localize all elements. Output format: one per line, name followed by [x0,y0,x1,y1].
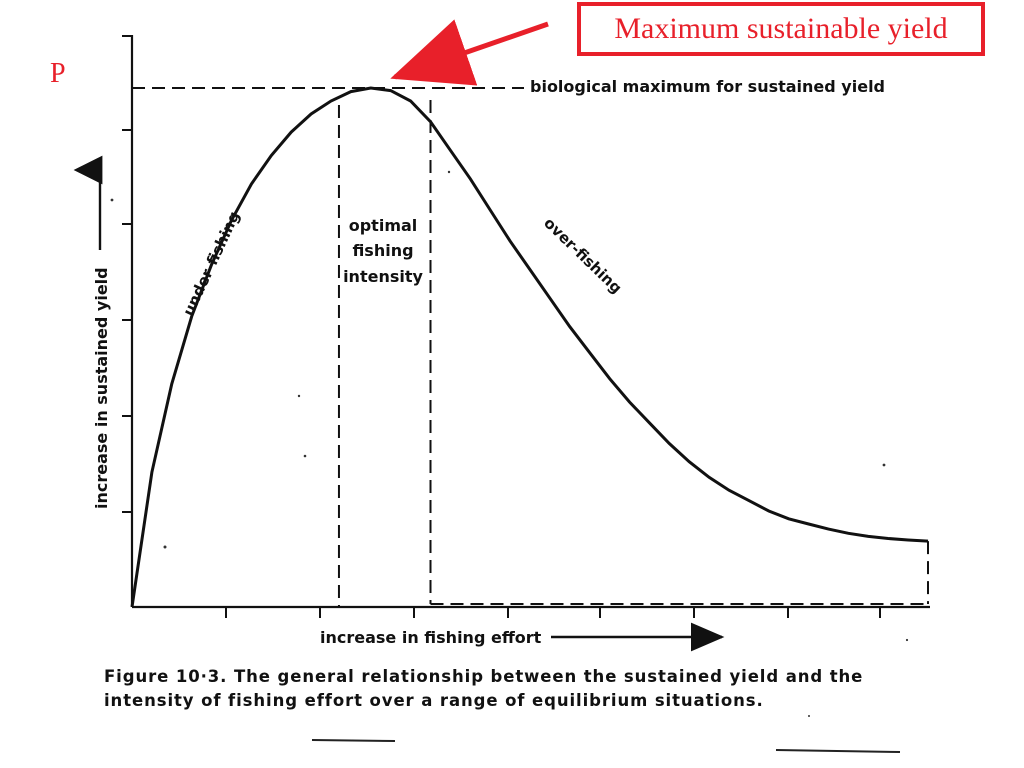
scan-smudges [311,739,901,753]
axes [130,35,930,609]
fishing-label: fishing [352,241,413,260]
x-axis-label: increase in fishing effort [320,628,542,647]
yield-curve [130,86,929,608]
callout-arrow [390,19,549,86]
callout-box: Maximum sustainable yield [577,2,985,56]
callout-label: Maximum sustainable yield [614,12,948,45]
under-fishing-label: under-fishing [179,209,243,319]
x-ticks [225,607,881,618]
y-ticks [122,35,132,513]
optimal-label: optimal [349,216,418,235]
reference-lines [132,87,929,607]
scan-specks [110,170,909,717]
slide-letter: P [50,58,66,89]
y-axis-label: increase in sustained yield [92,267,111,509]
over-fishing-label: over-fishing [540,214,625,297]
figure-caption: Figure 10·3. The general relationship be… [104,667,864,710]
biological-maximum-label: biological maximum for sustained yield [530,77,885,96]
intensity-label: intensity [343,267,423,286]
